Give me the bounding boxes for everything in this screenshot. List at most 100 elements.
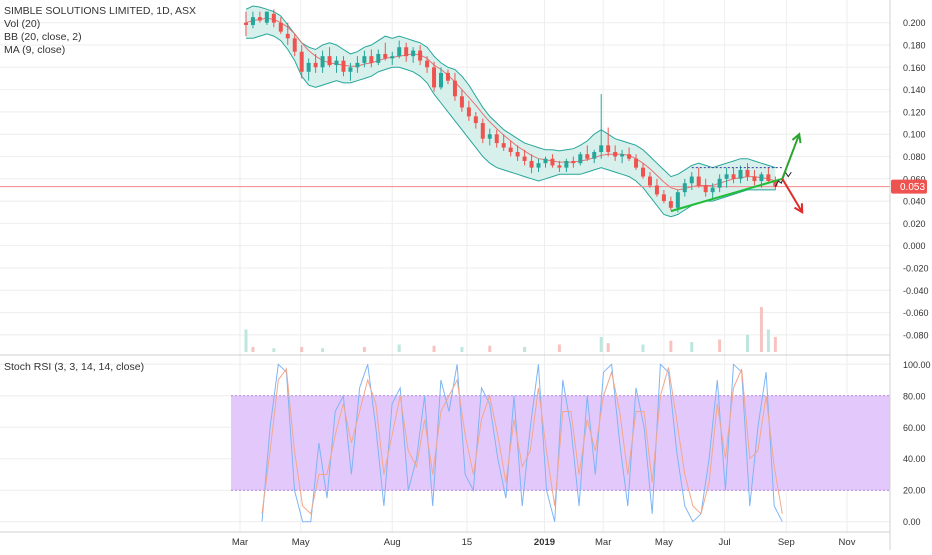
volume-bar <box>557 344 561 352</box>
candle-body <box>257 17 262 21</box>
volume-bar <box>460 347 464 352</box>
candle-body <box>703 185 708 193</box>
candle-body <box>661 194 666 202</box>
price-tick-label: 0.120 <box>903 107 926 117</box>
price-tick-label: 0.080 <box>903 152 926 162</box>
candle-body <box>634 158 639 168</box>
stoch-rsi-d-line <box>261 367 783 515</box>
bearish-arrow <box>781 178 804 213</box>
stoch-tick-label: 20.00 <box>903 486 926 496</box>
price-tick-label: 0.000 <box>903 241 926 251</box>
candle-body <box>557 165 562 168</box>
candle-body <box>494 134 499 144</box>
chart-title: SIMBLE SOLUTIONS LIMITED, 1D, ASX <box>4 5 196 17</box>
candle-body <box>313 62 318 68</box>
candle-body <box>466 107 471 117</box>
stoch-rsi-axis[interactable]: 100.00 80.00 60.00 40.00 20.00 0.00 <box>903 360 931 527</box>
time-tick-label: Aug <box>384 537 401 548</box>
candlesticks <box>243 9 778 213</box>
time-tick-label: Mar <box>595 537 611 548</box>
candle-body <box>278 22 283 32</box>
stoch-tick-label: 80.00 <box>903 391 926 401</box>
volume-bar <box>641 344 645 352</box>
candle-body <box>383 53 388 59</box>
candle-body <box>452 80 457 97</box>
price-tick-label: 0.040 <box>903 197 926 207</box>
candle-body <box>362 56 367 63</box>
candle-body <box>766 174 771 182</box>
candle-body <box>271 13 276 23</box>
price-tick-label: -0.020 <box>903 263 929 273</box>
candle-body <box>285 33 290 39</box>
stoch-rsi-k-line <box>261 363 783 523</box>
volume-bar <box>272 348 276 352</box>
price-tick-label: 0.020 <box>903 219 926 229</box>
candle-body <box>647 176 652 186</box>
bullish-arrow-head <box>791 132 802 144</box>
price-tick-label: -0.060 <box>903 308 929 318</box>
volume-bar <box>432 345 436 352</box>
time-tick-label: 15 <box>462 537 473 548</box>
candle-body <box>397 47 402 57</box>
candle-body <box>641 167 646 177</box>
candle-body <box>341 60 346 72</box>
candle-body <box>675 192 680 208</box>
current-price-label: 0.053 <box>900 182 925 193</box>
candle-body <box>738 169 743 179</box>
candle-body <box>724 174 729 179</box>
volume-bar <box>244 329 248 352</box>
candle-body <box>717 178 722 188</box>
candle-body <box>745 169 750 177</box>
volume-bar <box>690 342 694 352</box>
candle-body <box>759 174 764 182</box>
candle-body <box>376 53 381 63</box>
candle-body <box>306 62 311 72</box>
candle-body <box>773 181 778 187</box>
candle-body <box>487 134 492 139</box>
candle-body <box>599 145 604 153</box>
candle-body <box>445 72 450 81</box>
bollinger-lower-line <box>246 33 776 218</box>
candle-body <box>459 96 464 108</box>
volume-bar <box>251 347 255 352</box>
volume-bar <box>773 337 777 352</box>
ma-legend: MA (9, close) <box>4 44 65 56</box>
candle-body <box>501 143 506 148</box>
volume-bar <box>718 339 722 352</box>
price-tick-label: 0.180 <box>903 41 926 51</box>
candle-body <box>411 50 416 57</box>
bollinger-upper-line <box>245 5 776 178</box>
bullish-arrow <box>781 133 801 180</box>
candle-body <box>473 116 478 124</box>
volume-bar <box>362 347 366 352</box>
volume-bar <box>745 334 749 352</box>
price-axis[interactable]: 0.200 0.180 0.160 0.140 0.120 0.100 0.080 0.060… <box>903 18 929 340</box>
candle-body <box>578 154 583 164</box>
candle-body <box>320 56 325 68</box>
time-axis[interactable]: Mar May Aug 15 2019 Mar May Jul Sep Nov <box>232 537 856 548</box>
candle-body <box>731 174 736 179</box>
stoch-tick-label: 0.00 <box>903 517 921 527</box>
candle-body <box>264 11 269 23</box>
candle-body <box>404 47 409 57</box>
candle-body <box>292 38 297 52</box>
candle-body <box>689 176 694 184</box>
price-tick-label: 0.140 <box>903 85 926 95</box>
candle-body <box>696 176 701 186</box>
candle-body <box>439 72 444 88</box>
volume-bar <box>488 345 492 352</box>
candle-body <box>571 160 576 164</box>
bearish-arrow-head <box>793 203 804 215</box>
price-tick-label: -0.040 <box>903 286 929 296</box>
candle-body <box>668 201 673 208</box>
time-tick-label: Sep <box>778 537 795 548</box>
candle-body <box>522 156 527 161</box>
candle-body <box>299 51 304 72</box>
stoch-tick-label: 60.00 <box>903 423 926 433</box>
candle-body <box>710 187 715 193</box>
candle-body <box>536 163 541 168</box>
candle-body <box>369 56 374 63</box>
time-tick-label: May <box>655 537 673 548</box>
volume-legend: Vol (20) <box>4 18 40 30</box>
